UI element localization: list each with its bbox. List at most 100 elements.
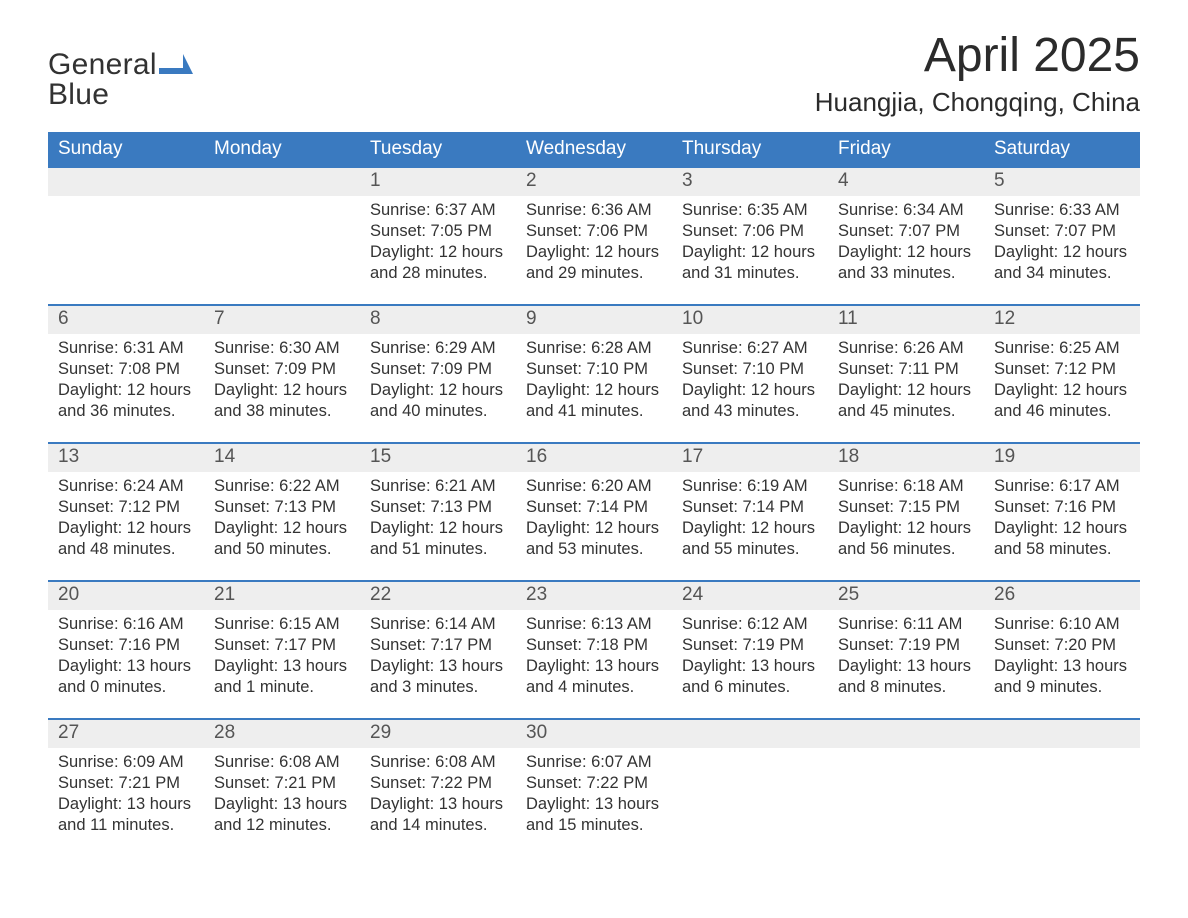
sunset-text: Sunset: 7:16 PM <box>994 497 1130 518</box>
daylight-text: Daylight: 12 hours <box>838 380 974 401</box>
sunrise-text: Sunrise: 6:37 AM <box>370 200 506 221</box>
date-detail: Sunrise: 6:19 AMSunset: 7:14 PMDaylight:… <box>672 472 828 580</box>
sunset-text: Sunset: 7:07 PM <box>838 221 974 242</box>
daylight-text: Daylight: 12 hours <box>838 242 974 263</box>
sunrise-text: Sunrise: 6:09 AM <box>58 752 194 773</box>
date-number: 6 <box>48 306 204 334</box>
date-detail: Sunrise: 6:09 AMSunset: 7:21 PMDaylight:… <box>48 748 204 856</box>
daylight-text: Daylight: 12 hours <box>994 242 1130 263</box>
sunset-text: Sunset: 7:09 PM <box>370 359 506 380</box>
sunrise-text: Sunrise: 6:12 AM <box>682 614 818 635</box>
daylight-text: Daylight: 12 hours <box>526 380 662 401</box>
daylight-text: Daylight: 13 hours <box>526 794 662 815</box>
daylight-text-2: and 43 minutes. <box>682 401 818 422</box>
date-detail <box>984 748 1140 856</box>
daylight-text-2: and 58 minutes. <box>994 539 1130 560</box>
daylight-text: Daylight: 12 hours <box>838 518 974 539</box>
weekday-fri: Friday <box>828 132 984 168</box>
date-detail: Sunrise: 6:18 AMSunset: 7:15 PMDaylight:… <box>828 472 984 580</box>
sunset-text: Sunset: 7:08 PM <box>58 359 194 380</box>
sunrise-text: Sunrise: 6:10 AM <box>994 614 1130 635</box>
date-number: 20 <box>48 582 204 610</box>
date-body-row: Sunrise: 6:16 AMSunset: 7:16 PMDaylight:… <box>48 610 1140 718</box>
date-number: 21 <box>204 582 360 610</box>
daylight-text-2: and 31 minutes. <box>682 263 818 284</box>
sunrise-text: Sunrise: 6:08 AM <box>370 752 506 773</box>
sunrise-text: Sunrise: 6:16 AM <box>58 614 194 635</box>
sunrise-text: Sunrise: 6:29 AM <box>370 338 506 359</box>
date-number <box>672 720 828 748</box>
daylight-text-2: and 38 minutes. <box>214 401 350 422</box>
daylight-text-2: and 4 minutes. <box>526 677 662 698</box>
date-number: 8 <box>360 306 516 334</box>
date-detail: Sunrise: 6:14 AMSunset: 7:17 PMDaylight:… <box>360 610 516 718</box>
date-number: 18 <box>828 444 984 472</box>
date-number: 27 <box>48 720 204 748</box>
date-detail: Sunrise: 6:10 AMSunset: 7:20 PMDaylight:… <box>984 610 1140 718</box>
daylight-text-2: and 45 minutes. <box>838 401 974 422</box>
date-number-row: 20212223242526 <box>48 582 1140 610</box>
daylight-text: Daylight: 12 hours <box>526 518 662 539</box>
sunset-text: Sunset: 7:13 PM <box>214 497 350 518</box>
daylight-text: Daylight: 13 hours <box>838 656 974 677</box>
date-body-row: Sunrise: 6:24 AMSunset: 7:12 PMDaylight:… <box>48 472 1140 580</box>
date-body-row: Sunrise: 6:31 AMSunset: 7:08 PMDaylight:… <box>48 334 1140 442</box>
sunrise-text: Sunrise: 6:36 AM <box>526 200 662 221</box>
sunset-text: Sunset: 7:06 PM <box>682 221 818 242</box>
date-number: 13 <box>48 444 204 472</box>
brand-word2: Blue <box>48 78 109 111</box>
date-detail: Sunrise: 6:07 AMSunset: 7:22 PMDaylight:… <box>516 748 672 856</box>
date-detail: Sunrise: 6:17 AMSunset: 7:16 PMDaylight:… <box>984 472 1140 580</box>
date-detail: Sunrise: 6:28 AMSunset: 7:10 PMDaylight:… <box>516 334 672 442</box>
sunrise-text: Sunrise: 6:07 AM <box>526 752 662 773</box>
header: General Blue April 2025 Huangjia, Chongq… <box>48 24 1140 118</box>
date-detail: Sunrise: 6:35 AMSunset: 7:06 PMDaylight:… <box>672 196 828 304</box>
week-row: 12345Sunrise: 6:37 AMSunset: 7:05 PMDayl… <box>48 168 1140 304</box>
daylight-text: Daylight: 12 hours <box>214 380 350 401</box>
daylight-text-2: and 50 minutes. <box>214 539 350 560</box>
sunset-text: Sunset: 7:17 PM <box>214 635 350 656</box>
date-detail <box>828 748 984 856</box>
daylight-text-2: and 48 minutes. <box>58 539 194 560</box>
daylight-text: Daylight: 13 hours <box>682 656 818 677</box>
sunrise-text: Sunrise: 6:26 AM <box>838 338 974 359</box>
daylight-text: Daylight: 12 hours <box>370 518 506 539</box>
sunset-text: Sunset: 7:14 PM <box>682 497 818 518</box>
title-block: April 2025 Huangjia, Chongqing, China <box>815 24 1140 118</box>
date-detail: Sunrise: 6:16 AMSunset: 7:16 PMDaylight:… <box>48 610 204 718</box>
daylight-text-2: and 51 minutes. <box>370 539 506 560</box>
date-detail: Sunrise: 6:24 AMSunset: 7:12 PMDaylight:… <box>48 472 204 580</box>
brand-logo: General Blue <box>48 24 193 110</box>
date-detail: Sunrise: 6:20 AMSunset: 7:14 PMDaylight:… <box>516 472 672 580</box>
sunset-text: Sunset: 7:19 PM <box>838 635 974 656</box>
sunrise-text: Sunrise: 6:21 AM <box>370 476 506 497</box>
sunrise-text: Sunrise: 6:25 AM <box>994 338 1130 359</box>
date-number: 23 <box>516 582 672 610</box>
date-detail: Sunrise: 6:34 AMSunset: 7:07 PMDaylight:… <box>828 196 984 304</box>
date-detail: Sunrise: 6:27 AMSunset: 7:10 PMDaylight:… <box>672 334 828 442</box>
weeks-container: 12345Sunrise: 6:37 AMSunset: 7:05 PMDayl… <box>48 168 1140 856</box>
daylight-text: Daylight: 13 hours <box>370 656 506 677</box>
sunset-text: Sunset: 7:12 PM <box>58 497 194 518</box>
daylight-text: Daylight: 12 hours <box>682 242 818 263</box>
date-detail: Sunrise: 6:30 AMSunset: 7:09 PMDaylight:… <box>204 334 360 442</box>
sunset-text: Sunset: 7:22 PM <box>526 773 662 794</box>
date-number: 9 <box>516 306 672 334</box>
date-number: 28 <box>204 720 360 748</box>
weekday-wed: Wednesday <box>516 132 672 168</box>
sunset-text: Sunset: 7:14 PM <box>526 497 662 518</box>
sunset-text: Sunset: 7:21 PM <box>214 773 350 794</box>
date-body-row: Sunrise: 6:37 AMSunset: 7:05 PMDaylight:… <box>48 196 1140 304</box>
flag-icon <box>159 50 193 80</box>
sunset-text: Sunset: 7:20 PM <box>994 635 1130 656</box>
weekday-sun: Sunday <box>48 132 204 168</box>
daylight-text: Daylight: 12 hours <box>58 380 194 401</box>
daylight-text-2: and 33 minutes. <box>838 263 974 284</box>
date-number: 3 <box>672 168 828 196</box>
date-detail: Sunrise: 6:37 AMSunset: 7:05 PMDaylight:… <box>360 196 516 304</box>
sunrise-text: Sunrise: 6:08 AM <box>214 752 350 773</box>
date-number: 16 <box>516 444 672 472</box>
weekday-sat: Saturday <box>984 132 1140 168</box>
daylight-text: Daylight: 12 hours <box>214 518 350 539</box>
weekday-mon: Monday <box>204 132 360 168</box>
